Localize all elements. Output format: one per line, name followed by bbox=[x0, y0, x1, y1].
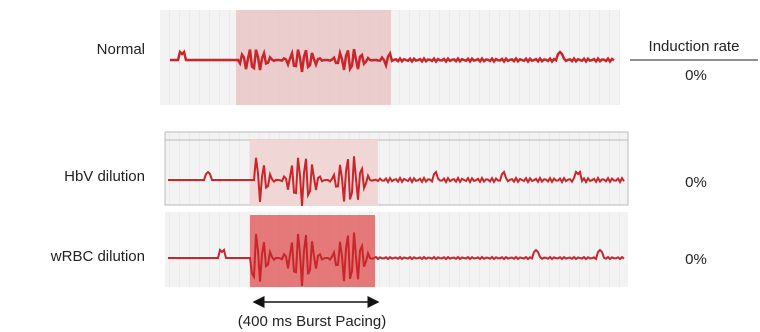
row-label: HbV dilution bbox=[64, 168, 145, 185]
panel-wrbc bbox=[165, 212, 628, 287]
rate-title: Induction rate bbox=[649, 38, 740, 55]
trace-panels bbox=[160, 10, 628, 287]
rate-value: 0% bbox=[685, 174, 707, 191]
rate-value: 0% bbox=[685, 251, 707, 268]
row-label: Normal bbox=[97, 41, 145, 58]
panel-hbv bbox=[165, 132, 628, 205]
caption: (400 ms Burst Pacing) bbox=[238, 313, 386, 330]
row-label: wRBC dilution bbox=[50, 248, 145, 265]
rate-value: 0% bbox=[685, 67, 707, 84]
figure: Normal HbV dilution wRBC dilution Induct… bbox=[0, 0, 760, 332]
